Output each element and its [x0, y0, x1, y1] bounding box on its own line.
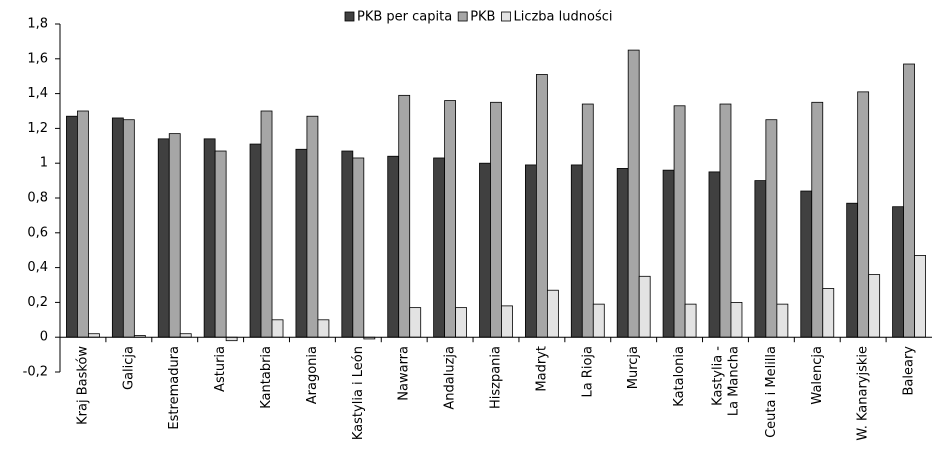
- y-tick-label: 1,2: [27, 121, 48, 136]
- bar: [352, 157, 365, 338]
- bar: [479, 162, 491, 338]
- y-tick-label: 1: [40, 156, 48, 171]
- bar: [800, 190, 813, 338]
- bar: [546, 289, 559, 338]
- bar: [535, 74, 548, 338]
- x-tick-label: W. Kanaryjskie: [856, 346, 871, 441]
- y-tick-label: 1,6: [27, 51, 48, 66]
- bar: [295, 148, 308, 338]
- bar: [822, 288, 835, 338]
- bar: [627, 49, 640, 338]
- bar: [260, 110, 273, 338]
- bar: [708, 171, 721, 338]
- bar: [490, 101, 502, 338]
- y-tick-label: 0,8: [27, 191, 48, 206]
- bar: [214, 150, 227, 338]
- bar: [765, 119, 778, 338]
- bar: [776, 303, 789, 338]
- bar: [501, 305, 513, 338]
- bar: [754, 180, 767, 338]
- legend-swatch: [501, 11, 511, 22]
- bar: [846, 202, 859, 338]
- y-tick-label: 1,4: [27, 86, 48, 101]
- bar: [168, 133, 181, 338]
- bar: [249, 143, 262, 338]
- legend-swatch: [344, 11, 355, 22]
- x-tick-label: Kastylia i León: [351, 346, 366, 440]
- x-tick-label: Estremadura: [167, 346, 182, 430]
- bar: [271, 319, 284, 338]
- x-tick-label: Murcja: [626, 346, 641, 389]
- bar: [857, 91, 870, 338]
- bar: [306, 115, 319, 338]
- legend-label: PKB per capita: [357, 10, 452, 25]
- bar: [444, 100, 457, 338]
- bar: [409, 307, 422, 338]
- x-tick-label: Hiszpania: [489, 346, 504, 409]
- x-tick-label: Ceuta i Melilla: [764, 346, 779, 438]
- legend-swatch: [457, 11, 468, 22]
- bar: [616, 168, 629, 338]
- x-tick-label: Katalonia: [672, 346, 687, 407]
- bar: [684, 303, 697, 338]
- legend-label: Liczba ludności: [513, 10, 612, 25]
- bar: [914, 255, 926, 338]
- x-tick-label: Madryt: [534, 346, 549, 392]
- x-tick-label: Nawarra: [397, 346, 412, 401]
- x-tick-label: Galicja: [121, 346, 136, 390]
- y-tick-label: 0,6: [27, 225, 48, 240]
- bar: [592, 303, 605, 338]
- bar: [719, 103, 732, 338]
- y-tick-label: 1,8: [27, 17, 48, 32]
- x-tick-label: Baleary: [902, 346, 917, 396]
- bar: [398, 94, 411, 338]
- bar: [179, 333, 192, 338]
- bar: [673, 105, 686, 338]
- y-tick-label: -0,2: [23, 365, 48, 380]
- x-tick-label: Walencja: [810, 346, 825, 405]
- bar: [581, 103, 594, 338]
- bar: [455, 307, 468, 338]
- bar: [433, 157, 446, 338]
- bar: [157, 138, 170, 338]
- x-tick-label: Andaluzja: [443, 346, 458, 410]
- bar: [524, 164, 537, 338]
- bar: [317, 319, 330, 338]
- x-tick-label: Kastylia -La Mancha: [710, 346, 741, 416]
- bar: [341, 150, 354, 338]
- bar: [88, 333, 100, 338]
- bar: [638, 275, 651, 338]
- bar: [111, 117, 124, 338]
- y-tick-label: 0,2: [27, 295, 48, 310]
- x-tick-label: La Rioja: [580, 346, 595, 398]
- bar: [868, 274, 881, 338]
- bar: [122, 119, 135, 338]
- bar: [387, 155, 400, 338]
- x-tick-label: Kantabria: [259, 346, 274, 409]
- x-tick-label: Asturia: [213, 346, 228, 392]
- bar: [203, 138, 216, 338]
- bar: [903, 63, 915, 338]
- bar: [892, 206, 904, 338]
- y-tick-label: 0: [40, 330, 48, 345]
- bar: [730, 301, 743, 338]
- bar: [225, 336, 238, 342]
- legend-label: PKB: [470, 10, 495, 25]
- x-tick-label: Aragonia: [305, 346, 320, 404]
- bar: [66, 115, 78, 338]
- bar: [662, 169, 675, 338]
- y-tick-label: 0,4: [27, 260, 48, 275]
- bar: [811, 101, 824, 338]
- bar: [77, 110, 89, 338]
- bar: [570, 164, 583, 338]
- x-tick-label: Kraj Basków: [75, 346, 90, 425]
